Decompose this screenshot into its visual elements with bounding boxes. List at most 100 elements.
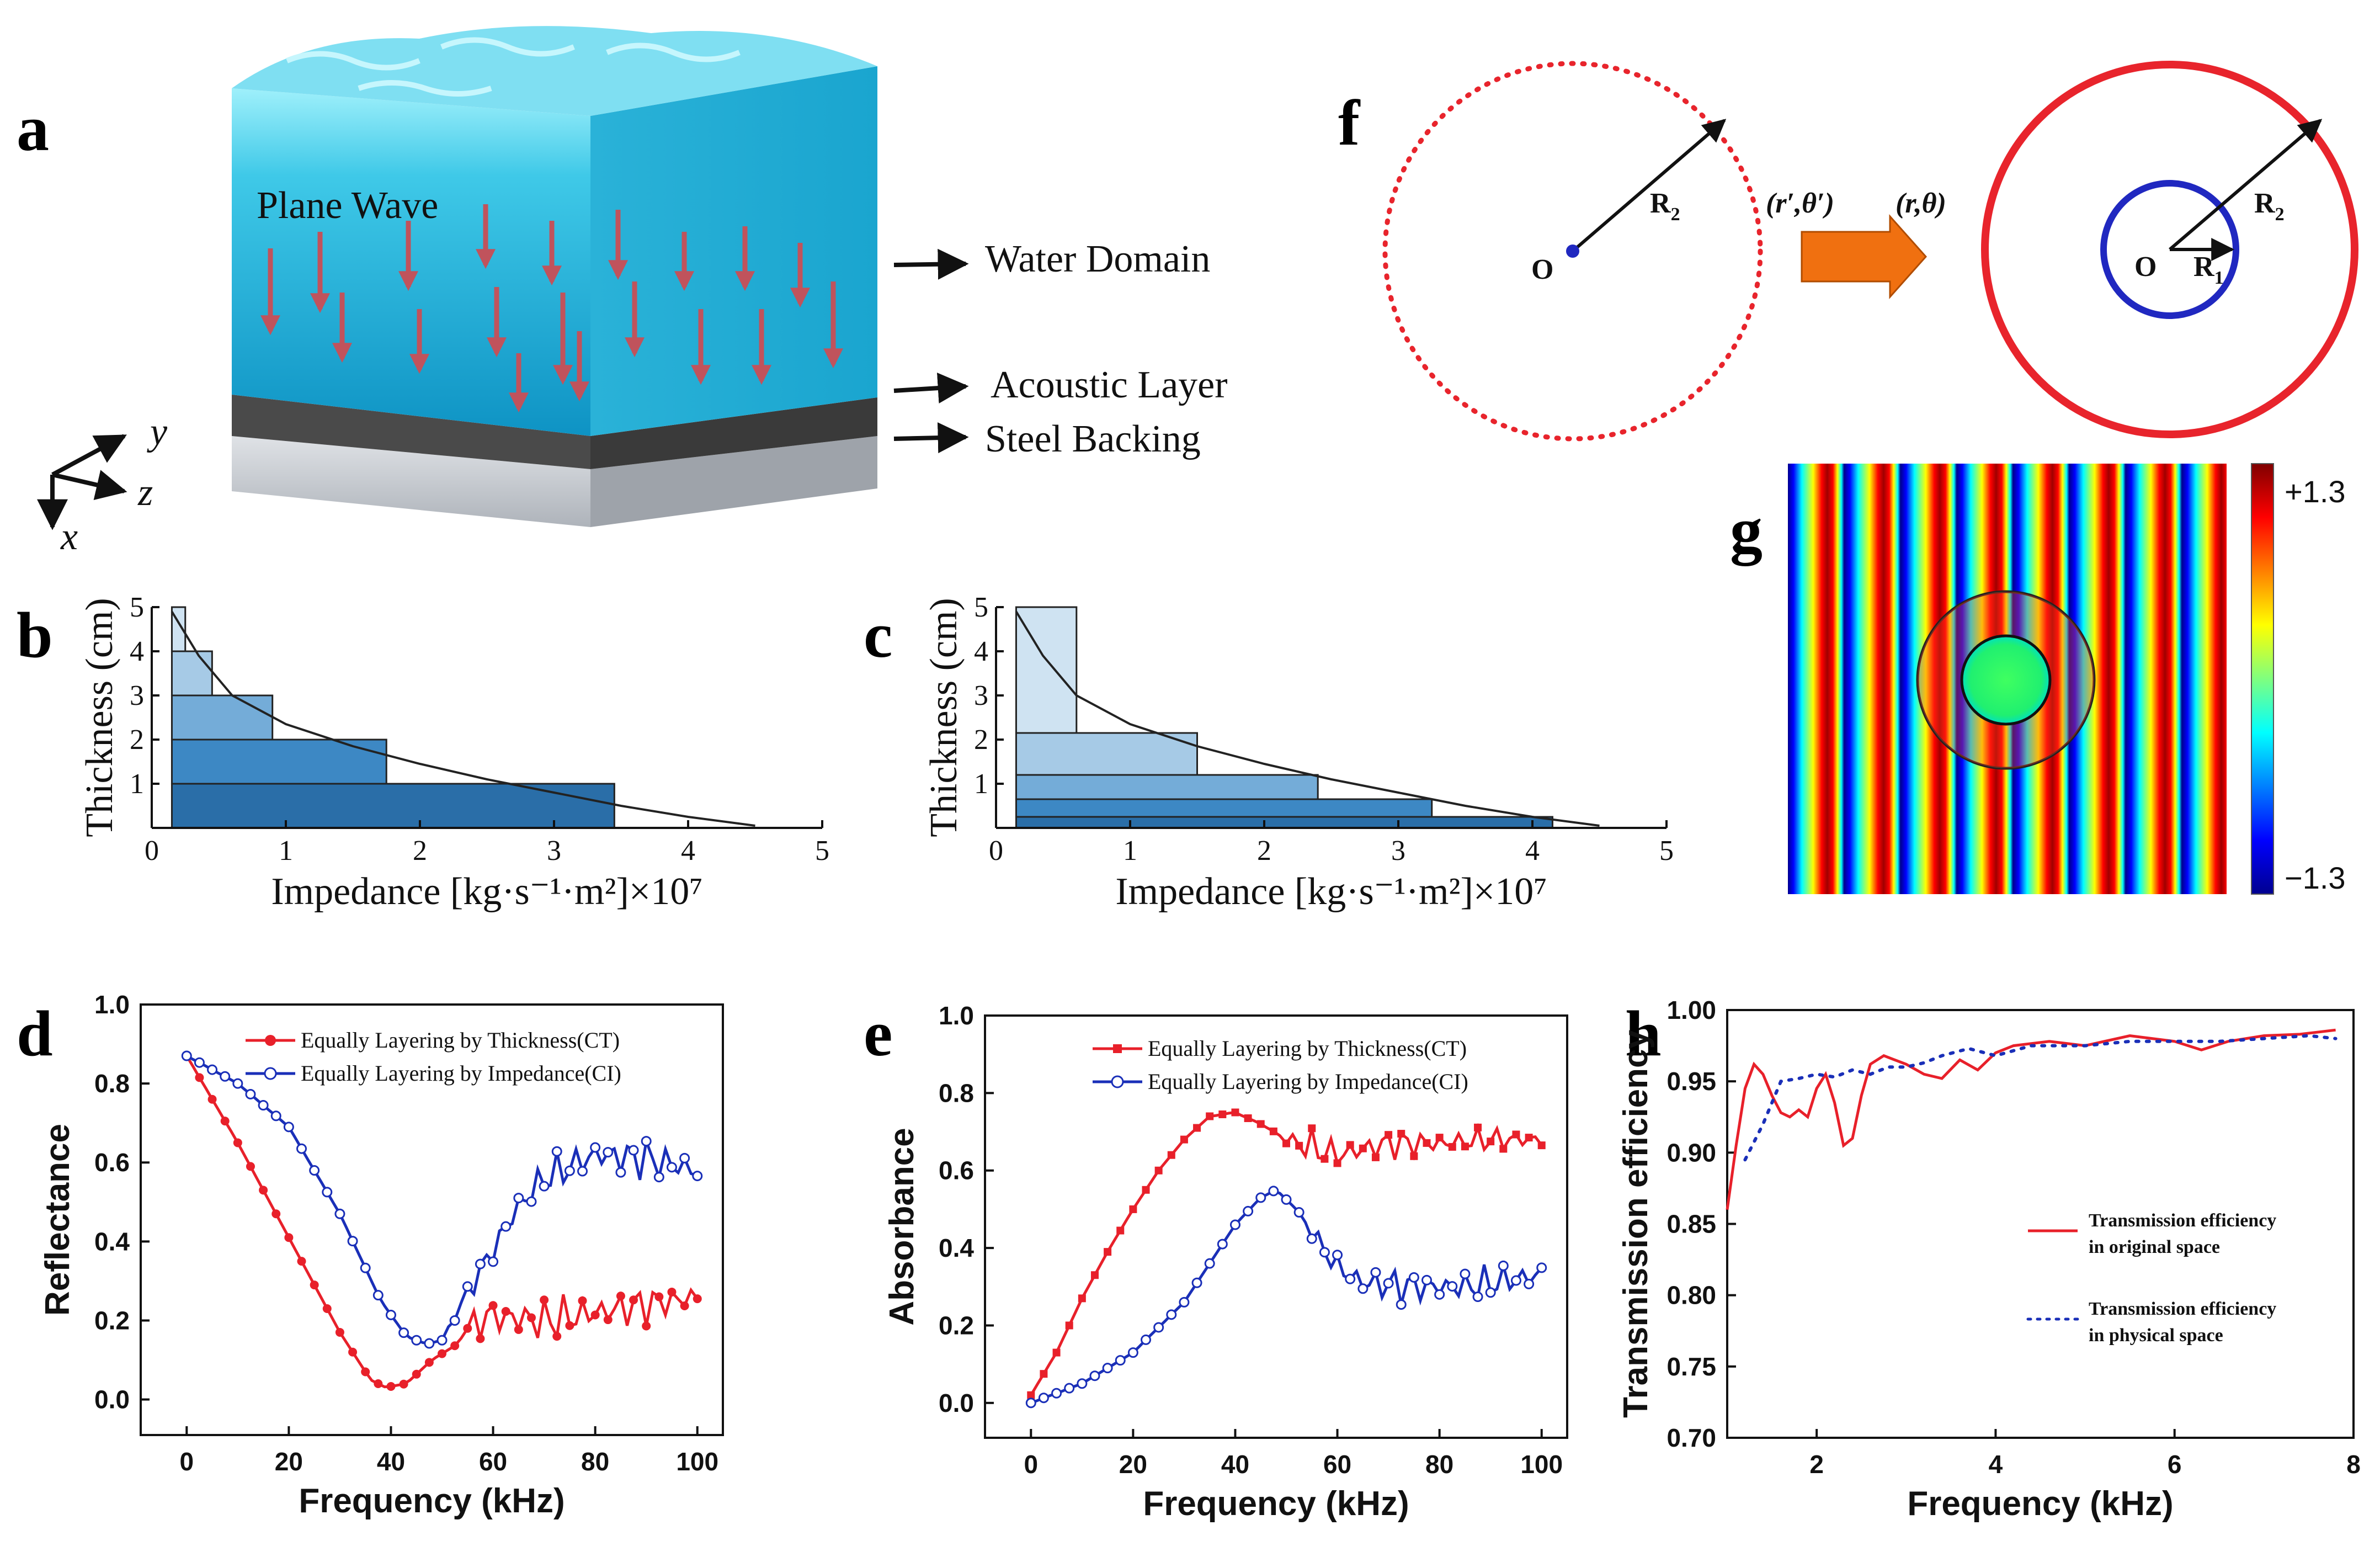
data-point: [1102, 1363, 1113, 1374]
data-point: [1116, 1226, 1125, 1235]
x-tick-label: 100: [676, 1447, 718, 1476]
data-point: [1193, 1124, 1201, 1132]
data-point: [539, 1181, 550, 1192]
data-point: [438, 1349, 447, 1358]
legend-label: Equally Layering by Thickness(CT): [1148, 1036, 1467, 1061]
radius-arrow-original: [1572, 119, 1727, 253]
data-point: [1154, 1166, 1163, 1175]
data-point: [577, 1166, 588, 1177]
x-axis-letter: x: [60, 516, 78, 558]
y-axis-title: Thickness (cm): [78, 598, 121, 837]
data-point: [1435, 1134, 1444, 1142]
data-point: [259, 1186, 268, 1195]
data-point: [1370, 1267, 1381, 1278]
x-axis-title: Frequency (kHz): [1143, 1485, 1409, 1523]
y-tick-label: 3: [974, 680, 988, 711]
x-tick-label: 5: [815, 835, 829, 867]
data-point: [551, 1146, 562, 1157]
x-tick-label: 4: [681, 835, 695, 867]
data-point: [1371, 1153, 1380, 1161]
data-point: [1256, 1120, 1265, 1128]
data-point: [1104, 1248, 1112, 1256]
water-domain-front: [232, 88, 590, 436]
y-tick-label: 0.90: [1666, 1138, 1716, 1167]
data-point: [386, 1381, 396, 1391]
data-point: [590, 1310, 600, 1320]
data-point: [1333, 1159, 1341, 1167]
chart-b-layer-thickness-vs-impedance: 0 1 2 3 4 5 1 2 3 4 5 Impedance [kg·s⁻¹·m²]×10⁷ Thic…: [78, 592, 829, 913]
y-tick-label: 0.8: [94, 1069, 130, 1098]
data-point: [463, 1324, 472, 1333]
x-tick-label: 20: [275, 1447, 303, 1476]
data-point: [181, 1050, 192, 1061]
panel-label-h: h: [1625, 997, 1662, 1070]
x-tick-label: 8: [2346, 1450, 2361, 1479]
x-tick-label: 5: [1659, 835, 1674, 867]
data-point: [590, 1142, 601, 1153]
x-tick-label: 20: [1119, 1450, 1147, 1479]
data-point: [564, 1165, 575, 1176]
data-point: [374, 1379, 383, 1388]
x-axis-title: Frequency (kHz): [1907, 1485, 2173, 1523]
data-point: [692, 1171, 703, 1182]
data-point: [1525, 1134, 1533, 1142]
data-point: [1499, 1145, 1508, 1153]
data-point: [1461, 1143, 1469, 1151]
y-tick-label: 0.4: [939, 1234, 974, 1262]
y-tick-label: 0.0: [94, 1385, 130, 1414]
data-point: [628, 1145, 639, 1156]
x-tick-label: 4: [1989, 1450, 2003, 1479]
layer-bar: [171, 694, 274, 741]
data-point: [1153, 1322, 1164, 1333]
data-point: [1191, 1277, 1202, 1288]
radius-arrow-outer: [2169, 119, 2323, 251]
panel-label-f: f: [1338, 87, 1361, 159]
data-point: [296, 1143, 307, 1154]
impedance-profile-curve: [171, 610, 755, 827]
data-point: [540, 1295, 549, 1305]
cloaked-object: [1960, 634, 2052, 726]
data-point: [488, 1301, 498, 1310]
data-point: [1498, 1260, 1509, 1271]
data-point: [246, 1162, 255, 1171]
y-tick-label: 1.0: [939, 1001, 974, 1030]
data-point: [476, 1334, 485, 1343]
transformation-arrow: [1801, 214, 1928, 299]
data-point: [578, 1296, 587, 1305]
z-axis-arrow: [52, 470, 127, 500]
data-point: [1268, 1186, 1279, 1197]
data-point: [1282, 1139, 1291, 1147]
data-point: [526, 1196, 537, 1207]
data-point: [1408, 1272, 1419, 1283]
data-point: [1089, 1370, 1100, 1381]
x-tick-label: 80: [581, 1447, 609, 1476]
y-tick-label: 0.85: [1666, 1210, 1716, 1239]
acoustic-layer-front: [232, 395, 590, 469]
water-ripples: [286, 37, 741, 97]
x-tick-label: 0: [145, 835, 159, 867]
data-point: [462, 1281, 473, 1292]
coordinate-transformation-diagram: O R2 (r′,θ′) (r,θ) O R2 R1: [1382, 61, 2358, 442]
data-point: [1346, 1141, 1354, 1149]
data-point: [335, 1327, 344, 1337]
layer-bar: [1015, 798, 1433, 818]
data-point: [449, 1315, 460, 1326]
y-tick-label: 0.80: [1666, 1281, 1716, 1310]
y-tick-label: 1: [130, 768, 144, 800]
y-axis-title: Reflectance: [39, 1124, 77, 1316]
data-point: [603, 1147, 614, 1158]
data-point: [680, 1301, 689, 1310]
data-point: [513, 1193, 524, 1204]
data-point: [475, 1258, 486, 1269]
x-tick-label: 100: [1520, 1450, 1563, 1479]
panel-label-g: g: [1730, 494, 1763, 566]
data-point: [1293, 1207, 1305, 1218]
data-point: [1231, 1108, 1239, 1117]
x-tick-label: 3: [1391, 835, 1405, 867]
data-point: [424, 1338, 435, 1349]
legend-label: Transmission efficiency: [2089, 1299, 2276, 1319]
steel-backing-side: [590, 436, 877, 527]
data-point: [1281, 1194, 1292, 1205]
data-point: [653, 1172, 664, 1183]
data-point: [1078, 1294, 1086, 1303]
